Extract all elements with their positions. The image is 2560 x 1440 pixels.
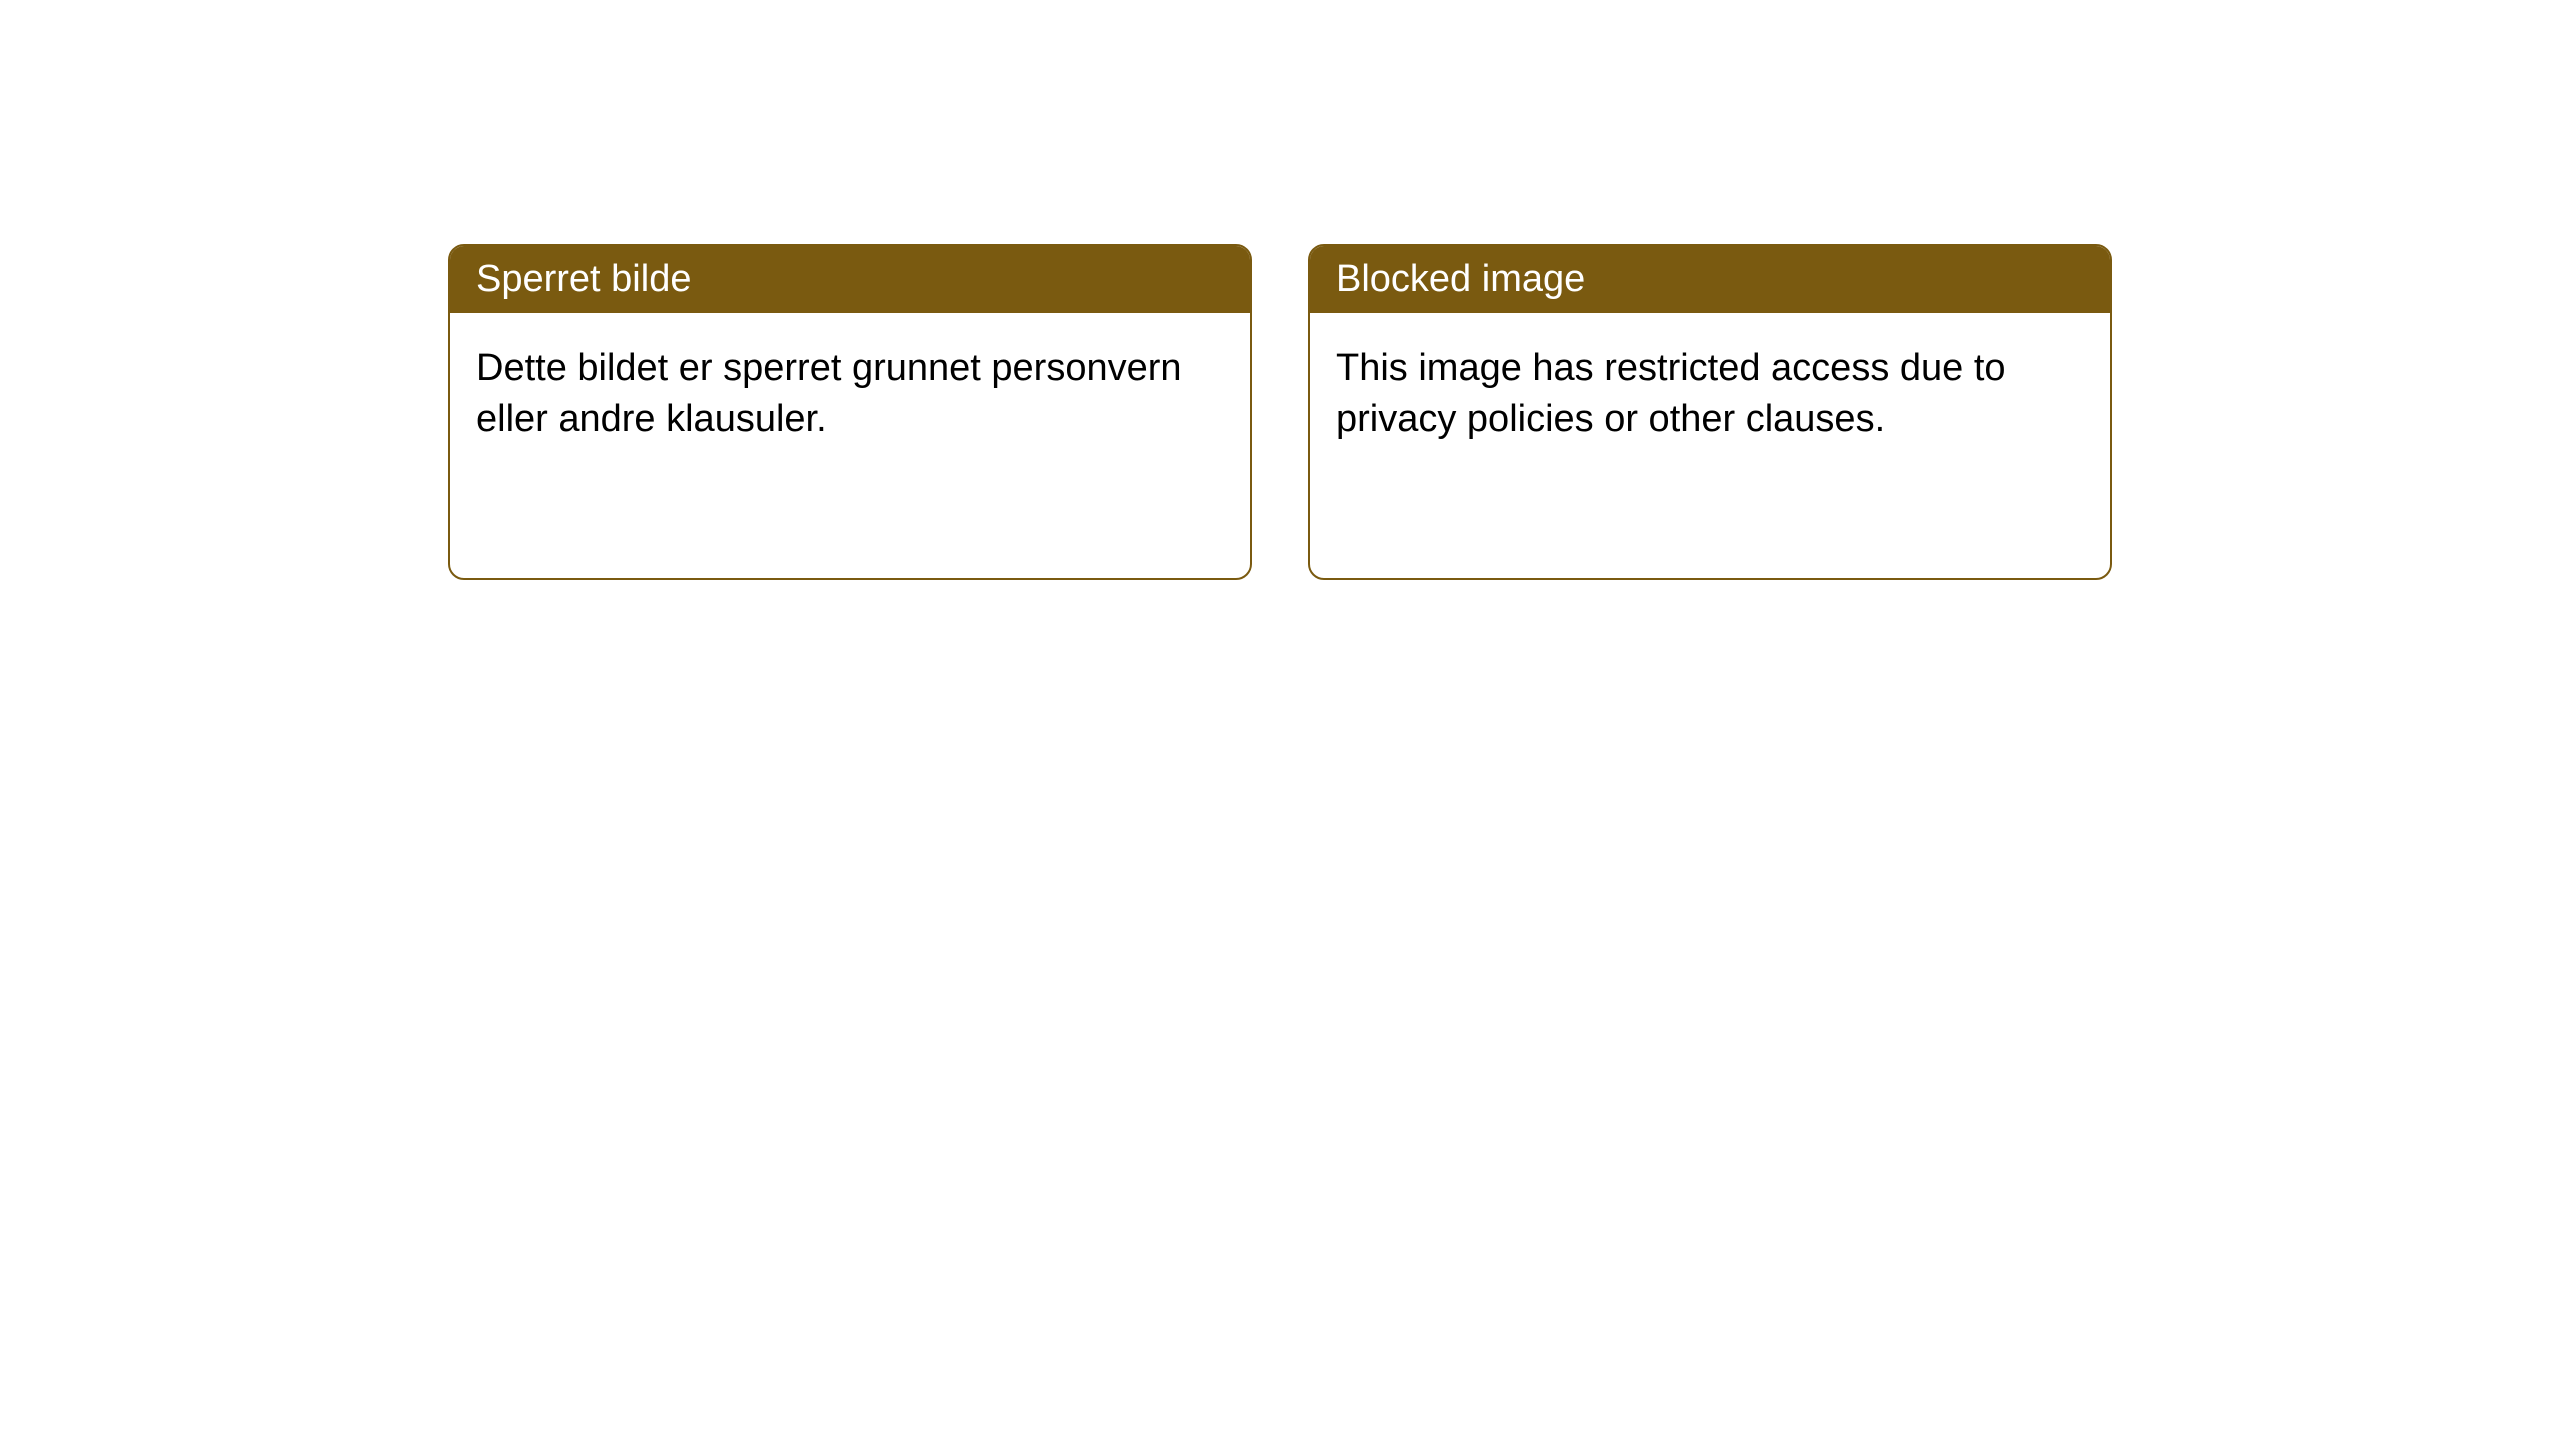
notice-body-norwegian: Dette bildet er sperret grunnet personve… (450, 313, 1250, 476)
notice-title-english: Blocked image (1310, 246, 2110, 313)
notice-body-english: This image has restricted access due to … (1310, 313, 2110, 476)
notice-card-english: Blocked image This image has restricted … (1308, 244, 2112, 580)
notice-title-norwegian: Sperret bilde (450, 246, 1250, 313)
notice-container: Sperret bilde Dette bildet er sperret gr… (448, 244, 2112, 580)
notice-card-norwegian: Sperret bilde Dette bildet er sperret gr… (448, 244, 1252, 580)
